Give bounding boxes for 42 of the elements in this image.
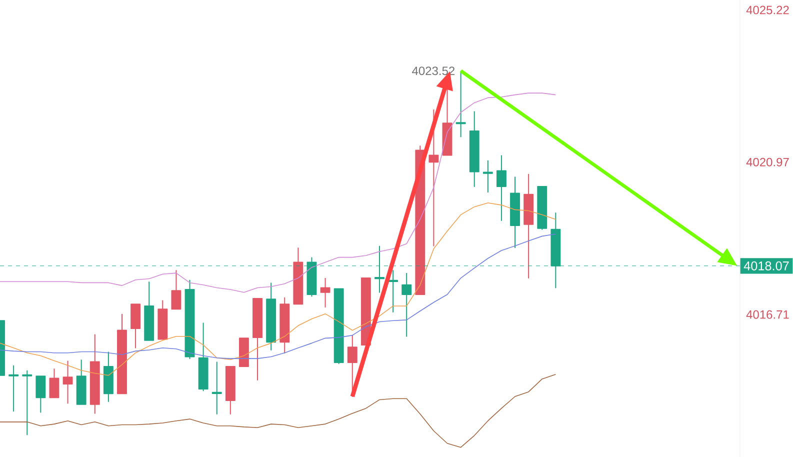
candlestick [184, 279, 195, 360]
candlestick [360, 278, 371, 346]
y-tick-label: 4020.97 [746, 158, 789, 166]
candlestick [388, 270, 398, 313]
candlestick [482, 160, 493, 193]
y-tick-label: 4025.22 [746, 6, 789, 14]
candlestick [49, 368, 60, 398]
candlestick [293, 247, 304, 305]
candlestick [158, 300, 168, 340]
candlestick [62, 360, 73, 404]
annotation: 4023.52 [412, 66, 455, 76]
candlestick [280, 296, 290, 354]
candlestick [8, 364, 19, 412]
line-series [0, 202, 556, 376]
candlestick [334, 288, 344, 364]
candlestick [428, 109, 439, 246]
candlestick [103, 351, 114, 402]
candlestick [496, 154, 506, 221]
candlestick [402, 272, 412, 337]
candlestick [212, 361, 222, 415]
candlestick [225, 366, 236, 415]
candlestick [22, 370, 32, 436]
candlestick [36, 376, 46, 413]
candlestick [90, 334, 100, 414]
candlestick [117, 313, 127, 394]
y-tick-label: 4016.71 [746, 310, 789, 319]
candlestick [524, 173, 534, 279]
candlestick [171, 270, 182, 310]
candlestick [76, 359, 86, 405]
candlestick [537, 186, 548, 230]
candlestick [469, 110, 480, 187]
candlestick [266, 282, 276, 350]
candlestick [130, 304, 141, 348]
ref-line-label: 4018.07 [744, 261, 789, 270]
candlestick [238, 338, 249, 367]
candlestick [510, 176, 520, 248]
candlestick [320, 278, 330, 308]
candlestick [198, 322, 208, 392]
candlestick [347, 334, 358, 398]
candlestick [144, 281, 154, 341]
candlestick [252, 298, 262, 381]
candlestick [456, 70, 466, 138]
